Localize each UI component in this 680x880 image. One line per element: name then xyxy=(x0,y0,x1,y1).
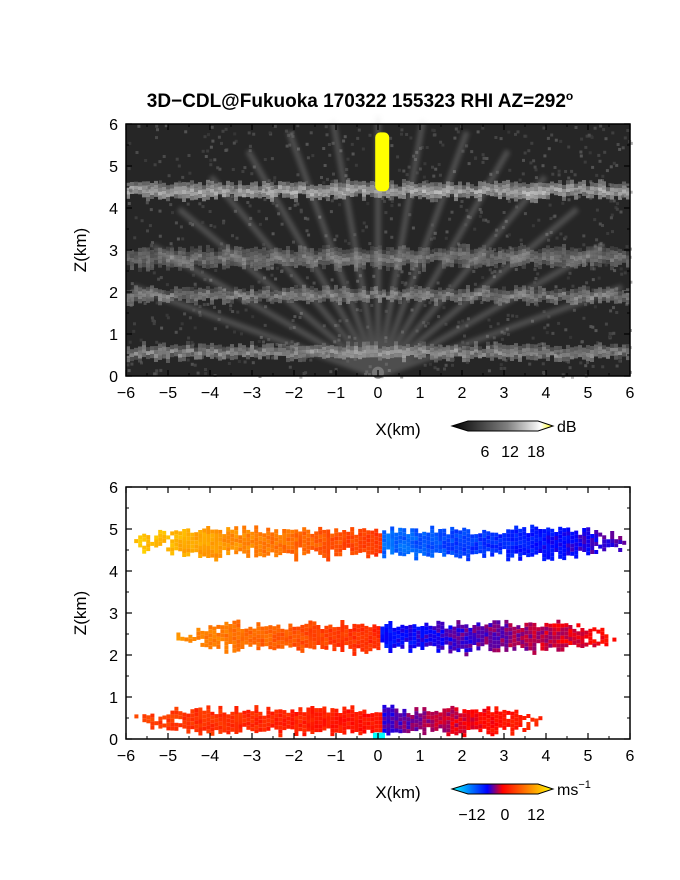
velocity-y-tick-label: 6 xyxy=(109,480,118,497)
velocity-x-tick-label: 5 xyxy=(584,748,593,765)
backscatter-y-tick-label: 5 xyxy=(109,159,118,176)
backscatter-y-tick-label: 0 xyxy=(109,369,118,386)
backscatter-hotspot xyxy=(375,132,390,192)
velocity-y-tick-label: 2 xyxy=(109,648,118,665)
velocity-colorbar-bar xyxy=(450,783,555,795)
velocity-layer xyxy=(134,524,627,562)
velocity-x-tick-label: −3 xyxy=(243,748,261,765)
velocity-y-tick-label: 1 xyxy=(109,690,118,707)
backscatter-y-tick-label: 4 xyxy=(109,201,118,218)
backscatter-colorbar-unit: dB xyxy=(557,419,577,436)
velocity-colorbar-unit: ms−1 xyxy=(557,779,591,799)
velocity-colorbar-tick: 0 xyxy=(501,807,510,824)
backscatter-x-tick-label: 2 xyxy=(458,385,467,402)
velocity-x-tick-label: −6 xyxy=(117,748,135,765)
radar-site-marker xyxy=(372,732,385,739)
backscatter-colorbar-tick: 6 xyxy=(481,444,490,461)
backscatter-y-tick-label: 6 xyxy=(109,117,118,134)
backscatter-x-tick-label: −1 xyxy=(327,385,345,402)
velocity-x-tick-label: 3 xyxy=(500,748,509,765)
velocity-layer xyxy=(176,619,617,657)
velocity-x-axis-label: X(km) xyxy=(375,783,420,802)
figure-title: 3D−CDL@Fukuoka 170322 155323 RHI AZ=292o xyxy=(147,89,574,112)
backscatter-colorbar-tick: 18 xyxy=(527,444,545,461)
backscatter-x-tick-label: 6 xyxy=(626,385,635,402)
backscatter-x-axis-label: X(km) xyxy=(375,420,420,439)
velocity-layer xyxy=(134,704,543,738)
velocity-x-tick-label: 6 xyxy=(626,748,635,765)
backscatter-colorbar: dB 6 12 18 xyxy=(450,419,577,461)
velocity-x-tick-label: −1 xyxy=(327,748,345,765)
velocity-colorbar-tick: 12 xyxy=(527,807,545,824)
velocity-x-tick-label: 0 xyxy=(374,748,383,765)
velocity-y-tick-label: 3 xyxy=(109,606,118,623)
velocity-x-tick-label: −2 xyxy=(285,748,303,765)
backscatter-x-tick-label: 4 xyxy=(542,385,551,402)
backscatter-y-tick-label: 1 xyxy=(109,327,118,344)
velocity-colorbar: ms−1 −12 0 12 xyxy=(450,779,591,824)
backscatter-x-tick-label: −4 xyxy=(201,385,219,402)
backscatter-x-tick-label: 0 xyxy=(374,385,383,402)
backscatter-x-tick-label: −5 xyxy=(159,385,177,402)
backscatter-x-tick-label: −6 xyxy=(117,385,135,402)
backscatter-x-tick-label: 5 xyxy=(584,385,593,402)
backscatter-x-tick-label: −3 xyxy=(243,385,261,402)
velocity-x-tick-label: −4 xyxy=(201,748,219,765)
velocity-y-tick-label: 0 xyxy=(109,732,118,749)
backscatter-x-tick-label: 1 xyxy=(416,385,425,402)
velocity-y-tick-label: 5 xyxy=(109,522,118,539)
backscatter-y-tick-label: 2 xyxy=(109,285,118,302)
backscatter-colorbar-bar xyxy=(450,420,555,432)
backscatter-beams xyxy=(132,116,624,379)
backscatter-x-tick-label: 3 xyxy=(500,385,509,402)
backscatter-panel: −6 −5 −4 −3 −2 −1 0 1 2 3 4 5 6 0 1 2 3 4 5 6 X(km) Z(km) xyxy=(71,116,635,439)
backscatter-x-tick-label: −2 xyxy=(285,385,303,402)
velocity-x-tick-label: 1 xyxy=(416,748,425,765)
backscatter-y-axis-label: Z(km) xyxy=(71,228,90,272)
velocity-x-tick-label: 2 xyxy=(458,748,467,765)
velocity-x-tick-label: 4 xyxy=(542,748,551,765)
backscatter-colorbar-tick: 12 xyxy=(501,444,519,461)
velocity-y-tick-label: 4 xyxy=(109,564,118,581)
velocity-x-tick-label: −5 xyxy=(159,748,177,765)
velocity-y-axis-label: Z(km) xyxy=(71,591,90,635)
backscatter-y-tick-label: 3 xyxy=(109,243,118,260)
velocity-colorbar-tick: −12 xyxy=(458,807,485,824)
velocity-panel: −6 −5 −4 −3 −2 −1 0 1 2 3 4 5 6 0 1 2 3 4 5 6 X(km) Z(km) xyxy=(71,480,635,802)
velocity-plot-background xyxy=(126,487,630,739)
